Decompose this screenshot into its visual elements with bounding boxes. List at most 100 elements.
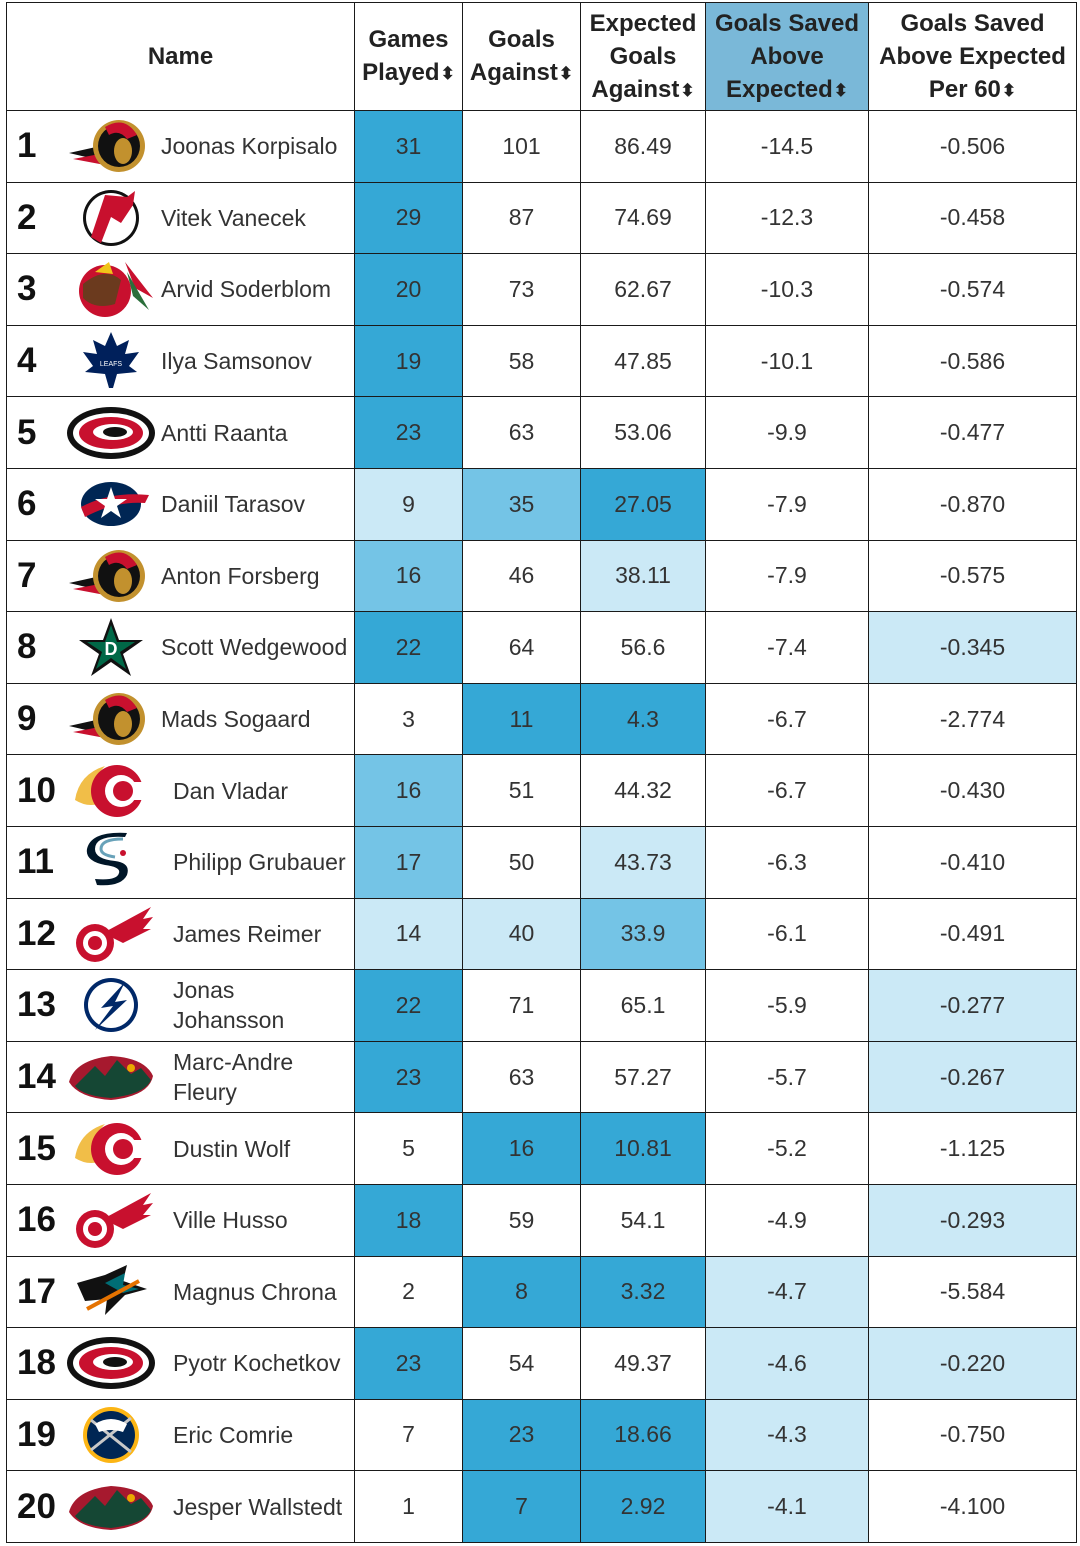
expected-goals-against-cell: 38.11 [580,539,706,613]
expected-goals-against-cell: 56.6 [580,611,706,684]
player-name[interactable]: James Reimer [173,920,322,947]
header-xga-line-1: Expected [589,9,697,37]
svg-text:D: D [105,639,118,659]
table-row[interactable]: 9 Mads Sogaard 3 11 4.3 -6.7 -2.774 [6,682,1077,756]
header-gsae-per-60[interactable]: Goals Saved Above Expected Per 60⬍ [868,2,1077,111]
player-name[interactable]: Pyotr Kochetkov [173,1350,341,1377]
ottawa-senators-logo-icon [65,688,157,750]
rank-number: 8 [17,627,37,667]
goals-saved-above-expected-cell: -5.7 [705,1040,869,1114]
header-gsae60-line-1: Goals Saved [900,9,1045,37]
player-name[interactable]: Anton Forsberg [161,562,320,589]
table-row[interactable]: 6 Daniil Tarasov 9 35 27.05 -7.9 -0.870 [6,467,1077,541]
toronto-maple-leafs-logo-icon: LEAFS [65,330,157,392]
rank-number: 7 [17,555,37,595]
player-name[interactable]: Scott Wedgewood [161,634,348,661]
player-name[interactable]: Daniil Tarasov [161,491,306,518]
calgary-flames-logo-icon [65,760,157,822]
player-name-cell: 4 LEAFS Ilya Samsonov [6,324,355,398]
gsae-per-60-cell: -0.458 [868,181,1077,255]
player-name[interactable]: Mads Sogaard [161,706,311,733]
table-row[interactable]: 3 Arvid Soderblom 20 73 62.67 -10.3 -0.574 [6,253,1077,326]
player-name[interactable]: Eric Comrie [173,1421,294,1448]
player-name[interactable]: Philipp Grubauer [173,849,346,876]
rank-number: 1 [17,126,37,166]
rank-number: 4 [17,341,37,381]
player-name-cell: 5 Antti Raanta [6,396,355,469]
table-row[interactable]: 8 D Scott Wedgewood 22 64 56.6 -7.4 -0.345 [6,611,1077,684]
player-name-cell: 3 Arvid Soderblom [6,253,355,326]
table-row[interactable]: 17 Magnus Chrona 2 8 3.32 -4.7 -5.584 [6,1255,1077,1329]
san-jose-sharks-logo-icon [65,1261,157,1323]
goals-against-cell: 87 [462,181,581,255]
player-name[interactable]: Dustin Wolf [173,1135,291,1162]
games-played-cell: 23 [354,1040,463,1114]
player-name[interactable]: Arvid Soderblom [161,276,332,303]
player-name-cell: 20 Jesper Wallstedt [6,1470,355,1543]
table-row[interactable]: 12 James Reimer 14 40 33.9 -6.1 -0.491 [6,897,1077,971]
table-row[interactable]: 15 Dustin Wolf 5 16 10.81 -5.2 -1.125 [6,1112,1077,1185]
table-row[interactable]: 11 Philipp Grubauer 17 50 43.73 -6.3 -0.410 [6,825,1077,899]
sort-icon[interactable]: ⬍ [1001,80,1017,100]
goals-saved-above-expected-cell: -4.3 [705,1398,869,1472]
expected-goals-against-cell: 49.37 [580,1327,706,1400]
minnesota-wild-logo-icon [65,1476,157,1538]
player-name[interactable]: Ilya Samsonov [161,348,312,375]
detroit-red-wings-logo-icon [65,1189,157,1251]
player-name[interactable]: Antti Raanta [161,419,288,446]
calgary-flames-logo-icon [65,1118,157,1180]
player-name[interactable]: Vitek Vanecek [161,204,306,231]
table-row[interactable]: 2 Vitek Vanecek 29 87 74.69 -12.3 -0.458 [6,181,1077,255]
goals-against-cell: 73 [462,253,581,326]
header-expected-goals-against[interactable]: Expected Goals Against⬍ [580,2,706,111]
player-name[interactable]: Dan Vladar [173,777,289,804]
sort-icon[interactable]: ⬍ [440,64,455,83]
header-goals-against[interactable]: Goals Against⬍ [462,2,581,111]
table-row[interactable]: 14 Marc-Andre Fleury 23 63 57.27 -5.7 -0.267 [6,1040,1077,1114]
header-gsae-line-3: Expected [726,75,833,103]
goals-against-cell: 63 [462,396,581,469]
table-body: 1 Joonas Korpisalo 31 101 86.49 -14.5 -0.506 2 V… [6,110,1077,1543]
header-games-played[interactable]: Games Played⬍ [354,2,463,111]
expected-goals-against-cell: 43.73 [580,825,706,899]
table-row[interactable]: 4 LEAFS Ilya Samsonov 19 58 47.85 -10.1 -0.586 [6,324,1077,398]
player-name[interactable]: Magnus Chrona [173,1278,337,1305]
player-name[interactable]: Jesper Wallstedt [173,1493,343,1520]
rank-number: 20 [17,1486,56,1526]
player-name[interactable]: Marc-Andre Fleury [173,1049,294,1106]
goals-saved-above-expected-cell: -10.1 [705,324,869,398]
goals-saved-above-expected-cell: -7.4 [705,611,869,684]
header-name-label: Name [147,43,214,70]
player-name-cell: 10 Dan Vladar [6,754,355,827]
sort-icon[interactable]: ⬍ [558,64,574,83]
expected-goals-against-cell: 27.05 [580,467,706,541]
table-row[interactable]: 10 Dan Vladar 16 51 44.32 -6.7 -0.430 [6,754,1077,827]
header-gsae-line-2: Above [750,42,824,70]
table-row[interactable]: 20 Jesper Wallstedt 1 7 2.92 -4.1 -4.100 [6,1470,1077,1543]
table-row[interactable]: 5 Antti Raanta 23 63 53.06 -9.9 -0.477 [6,396,1077,469]
ottawa-senators-logo-icon [65,115,157,177]
header-goals-saved-above-expected[interactable]: Goals Saved Above Expected⬍ [705,2,869,111]
gsae-per-60-cell: -0.410 [868,825,1077,899]
sort-icon[interactable]: ⬍ [680,80,695,100]
table-row[interactable]: 18 Pyotr Kochetkov 23 54 49.37 -4.6 -0.220 [6,1327,1077,1400]
gsae-per-60-cell: -0.430 [868,754,1077,827]
player-name[interactable]: Ville Husso [173,1207,288,1234]
goals-saved-above-expected-cell: -7.9 [705,467,869,541]
games-played-cell: 19 [354,324,463,398]
table-row[interactable]: 16 Ville Husso 18 59 54.1 -4.9 -0.293 [6,1183,1077,1257]
rank-number: 2 [17,197,37,237]
player-name[interactable]: Jonas Johansson [173,977,285,1034]
table-row[interactable]: 19 Eric Comrie 7 23 18.66 -4.3 -0.750 [6,1398,1077,1472]
table-row[interactable]: 1 Joonas Korpisalo 31 101 86.49 -14.5 -0.506 [6,110,1077,183]
table-row[interactable]: 13 Jonas Johansson 22 71 65.1 -5.9 -0.277 [6,969,1077,1042]
sort-icon[interactable]: ⬍ [833,80,848,100]
rank-number: 10 [17,770,56,810]
expected-goals-against-cell: 4.3 [580,682,706,756]
player-name-cell: 2 Vitek Vanecek [6,181,355,255]
expected-goals-against-cell: 44.32 [580,754,706,827]
player-name[interactable]: Joonas Korpisalo [161,133,338,160]
table-row[interactable]: 7 Anton Forsberg 16 46 38.11 -7.9 -0.575 [6,539,1077,613]
header-name[interactable]: Name [6,2,355,111]
header-xga-line-2: Goals [609,42,677,70]
